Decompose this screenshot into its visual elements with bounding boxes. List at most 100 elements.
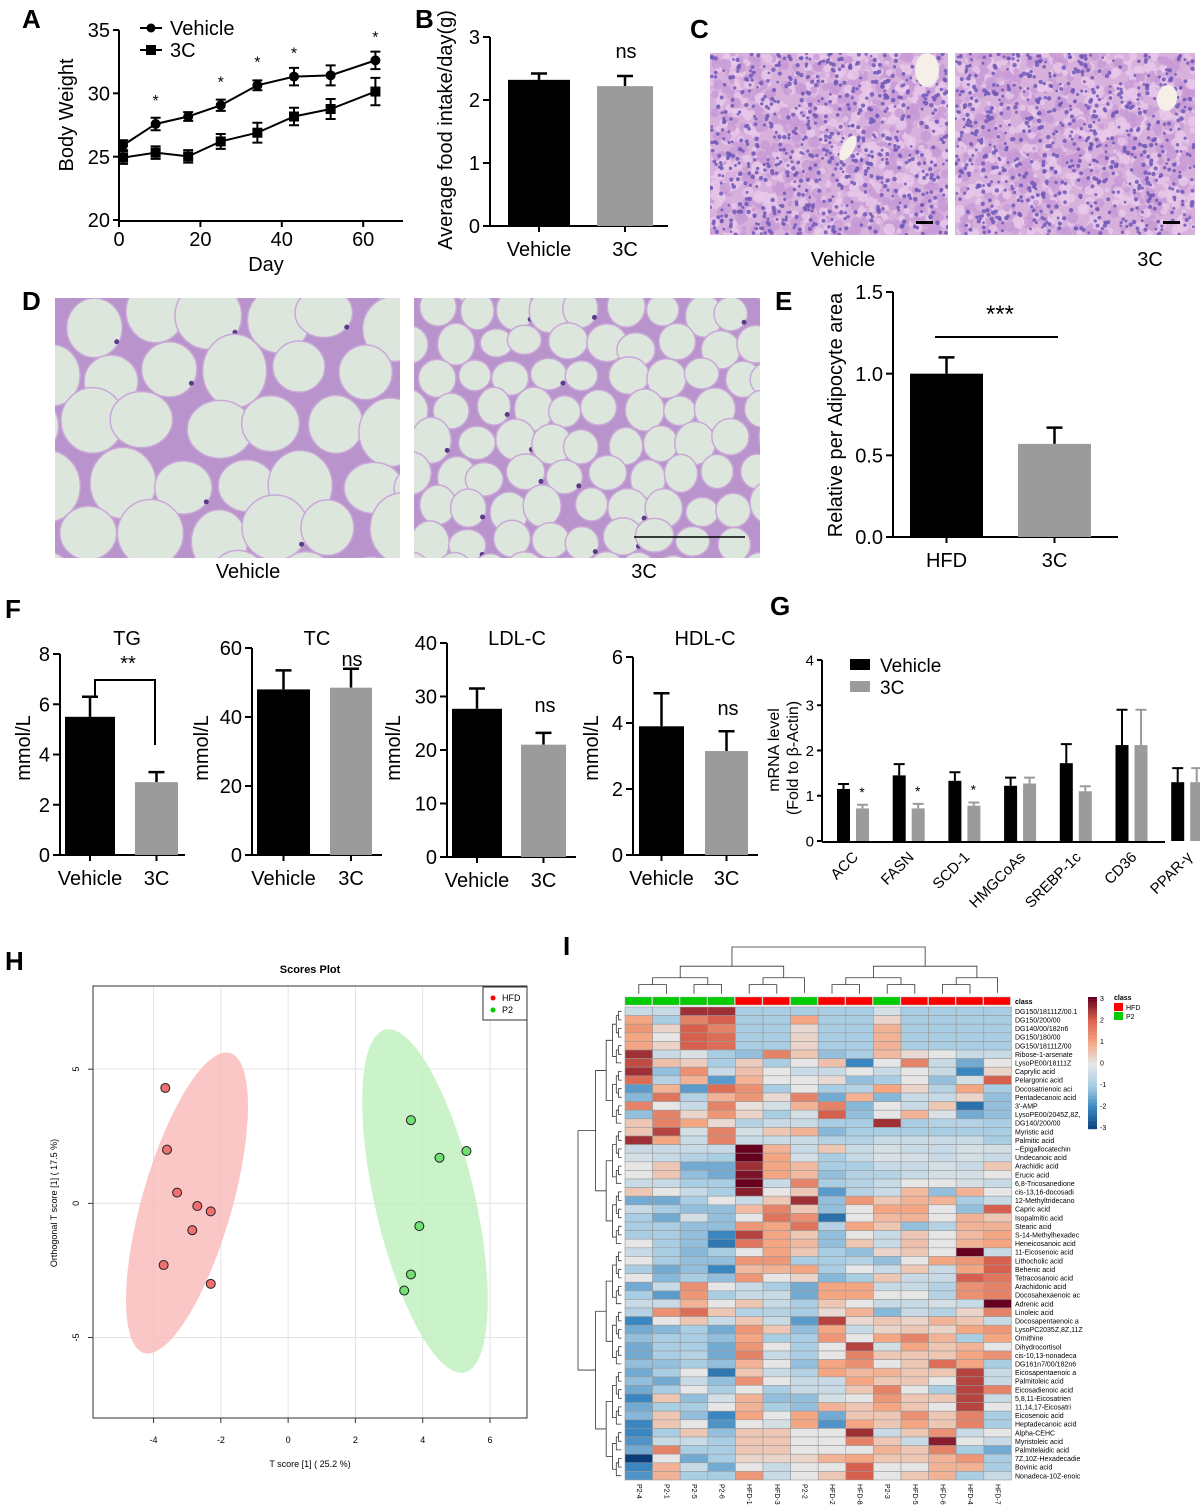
- cell: [1161, 230, 1170, 235]
- nucleus: [1141, 162, 1146, 167]
- nucleus: [713, 75, 718, 79]
- nucleus: [1098, 231, 1103, 235]
- nucleus: [763, 231, 767, 235]
- cell: [999, 80, 1005, 87]
- heatmap-cell: [900, 1015, 929, 1025]
- heatmap-cell: [707, 1238, 736, 1249]
- nucleus: [1016, 198, 1021, 203]
- heatmap-cell: [817, 1385, 847, 1395]
- nucleus: [1143, 227, 1148, 232]
- heatmap-cell: [762, 1256, 791, 1266]
- nucleus: [808, 218, 813, 222]
- nucleus: [1026, 186, 1032, 191]
- heatmap-cell: [790, 1213, 819, 1223]
- bar-3C-SCD-1: [967, 805, 981, 841]
- heatmap-cell: [845, 1058, 874, 1068]
- nucleus: [821, 218, 826, 223]
- nucleus: [785, 170, 790, 175]
- cell: [1189, 180, 1195, 186]
- nucleus: [1078, 135, 1082, 140]
- nucleus: [1116, 86, 1120, 91]
- nucleus: [928, 167, 933, 172]
- color-scale-step: [1088, 1085, 1097, 1088]
- cell: [841, 177, 847, 184]
- cell: [865, 196, 876, 208]
- heatmap-cell: [817, 1144, 847, 1154]
- nucleus: [813, 83, 819, 88]
- nucleus: [815, 153, 819, 158]
- nucleus: [760, 102, 764, 106]
- nucleus: [925, 93, 929, 97]
- row-dendrogram-branch: [615, 1316, 619, 1335]
- heatmap-cell: [873, 1127, 902, 1137]
- nucleus: [730, 140, 734, 144]
- row-dendrogram-branch: [618, 1088, 622, 1098]
- heatmap-cell: [873, 1058, 902, 1068]
- heatmap-cell: [624, 1118, 653, 1128]
- nucleus: [883, 109, 888, 113]
- nucleus: [1138, 142, 1142, 147]
- cell: [710, 111, 715, 117]
- nucleus: [299, 541, 305, 547]
- heatmap-cell: [790, 1204, 819, 1214]
- nucleus: [538, 478, 544, 484]
- nucleus: [987, 92, 991, 96]
- nucleus: [1051, 152, 1056, 157]
- heatmap-cell: [707, 1299, 736, 1309]
- nucleus: [1169, 128, 1173, 132]
- legend-title: class: [1114, 995, 1132, 1002]
- cell: [967, 183, 977, 194]
- heatmap-cell: [707, 1049, 736, 1059]
- nucleus: [748, 83, 752, 87]
- nucleus: [985, 114, 991, 119]
- nucleus: [831, 195, 835, 198]
- cell: [986, 100, 992, 106]
- y-tick-label: 4: [39, 745, 50, 767]
- cell: [764, 101, 777, 114]
- adipocyte: [775, 326, 816, 362]
- nucleus: [1049, 210, 1054, 214]
- heatmap-cell: [762, 1445, 791, 1455]
- nucleus: [770, 575, 775, 580]
- heatmap-cell: [928, 1127, 957, 1137]
- heatmap-cell: [624, 1075, 653, 1085]
- cell: [1000, 108, 1012, 120]
- data-point: [370, 55, 381, 66]
- legend-swatch: [1114, 1003, 1123, 1011]
- cell: [863, 70, 869, 76]
- nucleus: [799, 97, 804, 103]
- heatmap-cell: [900, 1367, 929, 1378]
- adipocyte: [561, 556, 573, 558]
- adipocyte: [369, 492, 400, 558]
- nucleus: [761, 206, 766, 211]
- heatmap-cell: [955, 1342, 985, 1352]
- nucleus: [774, 63, 779, 68]
- nucleus: [782, 191, 787, 195]
- y-tick-label: 0: [231, 845, 242, 867]
- nucleus: [795, 71, 800, 76]
- nucleus: [1024, 116, 1029, 120]
- heatmap-cell: [735, 1066, 764, 1077]
- heatmap-cell: [817, 1376, 847, 1386]
- nucleus: [925, 191, 929, 195]
- x-tick-label: 3C: [531, 870, 557, 892]
- data-point: [150, 118, 161, 129]
- cell: [975, 197, 983, 206]
- nucleus: [1083, 63, 1088, 68]
- x-tick-label: Vehicle: [445, 870, 510, 892]
- cell: [864, 57, 870, 63]
- heatmap-cell: [735, 1307, 764, 1317]
- heatmap-cell: [652, 1419, 681, 1429]
- adipocyte: [55, 344, 81, 407]
- y-tick-label: 1: [806, 788, 814, 805]
- heatmap-cell: [873, 1299, 902, 1309]
- cell: [1033, 199, 1039, 206]
- nucleus: [1044, 179, 1049, 185]
- x-tick-label: 20: [189, 229, 211, 251]
- nucleus: [1110, 113, 1115, 118]
- nucleus: [744, 124, 749, 129]
- heatmap-cell: [707, 1213, 736, 1223]
- heatmap-cell: [928, 1281, 957, 1292]
